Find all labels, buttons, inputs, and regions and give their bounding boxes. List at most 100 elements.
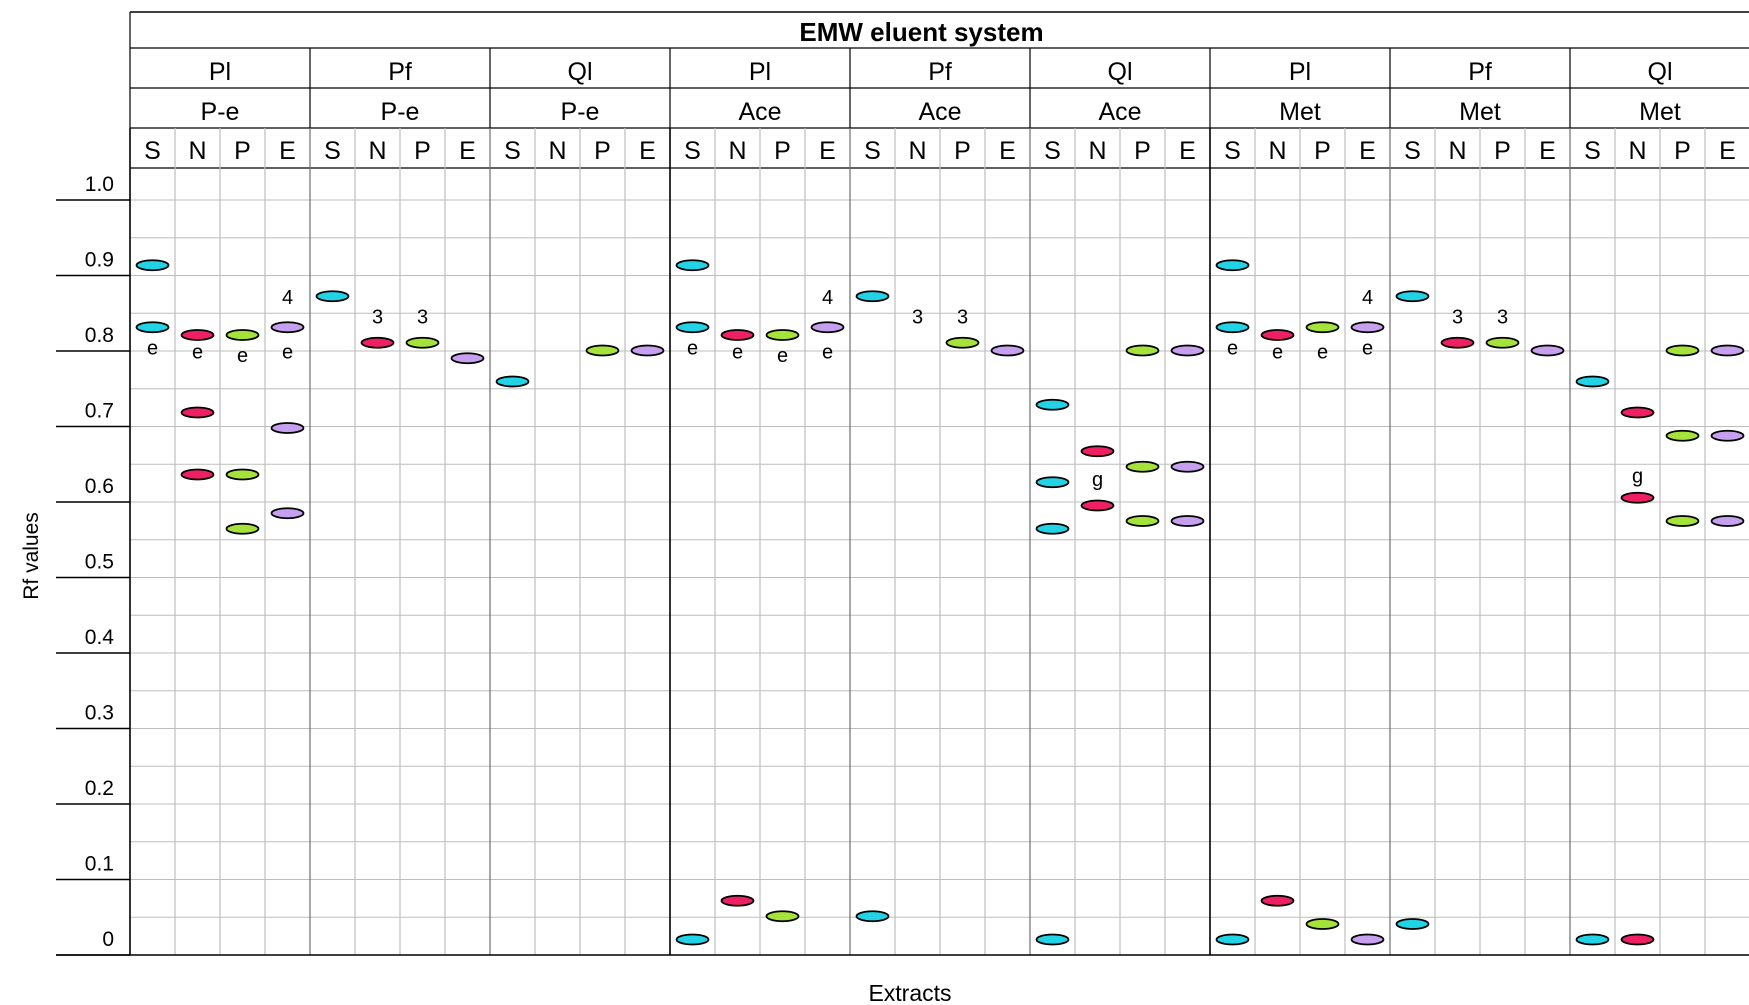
tlc-spot: [1350, 321, 1385, 334]
lane-label: E: [999, 137, 1016, 165]
y-tick-label: 0.3: [85, 702, 114, 725]
group-solvent-label: Met: [1459, 98, 1501, 126]
tlc-spot: [1575, 375, 1610, 388]
tlc-spot: [1035, 476, 1070, 489]
group-plant-label: Ql: [1108, 58, 1133, 86]
group-solvent-label: P-e: [381, 98, 420, 126]
tlc-spot: [810, 321, 845, 334]
group-plant-label: Pf: [928, 58, 952, 86]
tlc-spot: [180, 329, 215, 341]
group-solvent-label: P-e: [561, 98, 600, 126]
lane-label: E: [1179, 137, 1196, 165]
lane-label: N: [368, 137, 386, 165]
tlc-spot: [1395, 290, 1430, 303]
lane-label: P: [414, 137, 431, 165]
tlc-spot: [675, 933, 710, 946]
y-tick-label: 0.7: [85, 400, 114, 423]
lane-label: P: [1134, 137, 1151, 165]
tlc-spot: [1485, 336, 1520, 349]
spot-annotation: 3: [957, 306, 968, 328]
tlc-spot: [1260, 329, 1295, 341]
lane-label: E: [459, 137, 476, 165]
tlc-spot: [1170, 344, 1205, 357]
lane-label: P: [1494, 137, 1511, 165]
spot-annotation: g: [1632, 465, 1643, 487]
lane-label: E: [1359, 137, 1376, 165]
group-plant-label: Pl: [1289, 58, 1311, 86]
group-solvent-label: P-e: [201, 98, 240, 126]
tlc-spot: [1170, 460, 1205, 473]
group-solvent-label: Ace: [738, 98, 781, 126]
tlc-spot: [855, 290, 890, 303]
tlc-spot: [1080, 445, 1115, 458]
lane-label: P: [1314, 137, 1331, 165]
spot-annotation: 3: [372, 306, 383, 328]
tlc-spot: [765, 910, 800, 923]
spot-annotation: e: [1362, 337, 1373, 359]
tlc-spot: [405, 336, 440, 349]
spot-annotation: e: [282, 341, 293, 363]
group-solvent-label: Met: [1639, 98, 1681, 126]
y-tick-label: 0.9: [85, 249, 114, 272]
spot-annotation: 4: [282, 287, 293, 309]
tlc-spot: [1305, 321, 1340, 334]
tlc-spot: [1350, 933, 1385, 946]
tlc-spot: [225, 468, 260, 481]
tlc-spot: [1260, 894, 1295, 907]
spot-annotation: 4: [822, 287, 833, 309]
group-plant-label: Pf: [1468, 58, 1492, 86]
group-solvent-label: Ace: [918, 98, 961, 126]
tlc-spot: [720, 329, 755, 341]
y-tick-label: 0.5: [85, 551, 114, 574]
x-axis-title: Extracts: [868, 980, 951, 1005]
tlc-spot: [855, 910, 890, 923]
tlc-spot: [450, 352, 485, 365]
tlc-spot: [1395, 918, 1430, 930]
lane-label: S: [1044, 137, 1061, 165]
tlc-spot: [1530, 344, 1565, 357]
tlc-spot: [1035, 398, 1070, 411]
spot-annotation: e: [687, 337, 698, 359]
tlc-spot: [1035, 522, 1070, 535]
tlc-spot: [1125, 344, 1160, 357]
group-plant-label: Pl: [749, 58, 771, 86]
y-tick-label: 0.2: [85, 777, 114, 800]
tlc-spot: [1620, 406, 1655, 419]
group-plant-label: Pl: [209, 58, 231, 86]
spot-annotation: e: [777, 345, 788, 367]
lane-label: S: [144, 137, 161, 165]
tlc-spot: [180, 406, 215, 419]
tlc-spot: [1035, 933, 1070, 946]
lane-label: S: [864, 137, 881, 165]
lane-label: N: [1628, 137, 1646, 165]
tlc-spot: [1710, 515, 1745, 527]
tlc-spot: [1665, 515, 1700, 527]
lane-label: E: [639, 137, 656, 165]
lane-label: E: [1539, 137, 1556, 165]
y-tick-label: 0.1: [85, 853, 114, 876]
tlc-spot: [360, 336, 395, 349]
lane-label: S: [1584, 137, 1601, 165]
lane-label: N: [908, 137, 926, 165]
spot-annotation: e: [1272, 341, 1283, 363]
tlc-spot: [630, 344, 665, 357]
y-tick-label: 0.4: [85, 626, 115, 649]
tlc-spot: [180, 468, 215, 481]
group-plant-label: Ql: [1648, 58, 1673, 86]
tlc-spot: [990, 344, 1025, 357]
tlc-spot: [765, 329, 800, 341]
spot-annotation: e: [1317, 341, 1328, 363]
lane-label: P: [954, 137, 971, 165]
lane-label: E: [1719, 137, 1736, 165]
y-tick-label: 1.0: [85, 173, 114, 196]
tlc-spot: [1170, 515, 1205, 527]
tlc-spot: [720, 894, 755, 907]
spot-annotation: 3: [1452, 306, 1463, 328]
group-solvent-label: Met: [1279, 98, 1321, 126]
chart-title: EMW eluent system: [799, 17, 1043, 47]
group-solvent-label: Ace: [1098, 98, 1141, 126]
group-plant-label: Pf: [388, 58, 412, 86]
tlc-spot: [225, 329, 260, 341]
tlc-spot: [270, 422, 305, 434]
